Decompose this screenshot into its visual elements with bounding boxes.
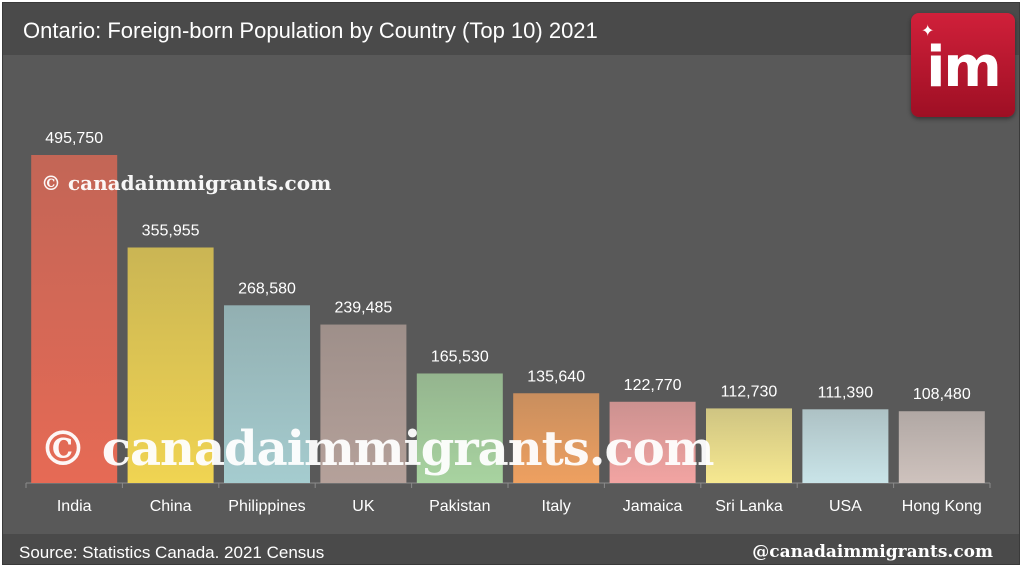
x-tick-label: Jamaica bbox=[623, 498, 683, 515]
x-tick-label: India bbox=[57, 498, 92, 515]
data-label: 111,390 bbox=[818, 384, 874, 401]
data-label: 239,485 bbox=[334, 300, 392, 317]
chart-title: Ontario: Foreign-born Population by Coun… bbox=[23, 18, 598, 43]
maple-leaf-icon: ✦ bbox=[921, 23, 935, 40]
x-tick-label: Philippines bbox=[228, 498, 305, 515]
bar-pakistan bbox=[416, 373, 503, 483]
x-tick-label: China bbox=[150, 498, 192, 515]
bar-uk bbox=[320, 324, 407, 483]
bar-jamaica bbox=[609, 401, 696, 483]
logo-text: im bbox=[926, 35, 1002, 100]
footer-bar: Source: Statistics Canada. 2021 Census @… bbox=[3, 534, 1019, 564]
bar-india bbox=[31, 155, 118, 483]
title-bar: Ontario: Foreign-born Population by Coun… bbox=[3, 3, 1019, 55]
data-label: 112,730 bbox=[721, 383, 778, 400]
source-note: Source: Statistics Canada. 2021 Census bbox=[19, 543, 325, 562]
bar-chart: 495,750 India 355,955 China 268,580 Philippin… bbox=[25, 130, 991, 515]
data-label: 268,580 bbox=[238, 280, 296, 297]
x-tick-label: USA bbox=[829, 498, 862, 515]
bar-hong-kong bbox=[898, 411, 985, 483]
x-tick-label: UK bbox=[352, 498, 375, 515]
data-label: 108,480 bbox=[913, 386, 971, 403]
bar-usa bbox=[802, 409, 889, 483]
bar-china bbox=[127, 247, 214, 483]
brand-logo[interactable]: ✦ im bbox=[911, 13, 1015, 117]
bar-sri-lanka bbox=[706, 408, 792, 483]
data-label: 355,955 bbox=[142, 222, 200, 239]
social-handle[interactable]: @canadaimmigrants.com bbox=[752, 542, 993, 562]
bar-philippines bbox=[224, 305, 310, 483]
data-label: 122,770 bbox=[624, 377, 682, 394]
data-label: 495,750 bbox=[45, 130, 103, 147]
x-tick-label: Hong Kong bbox=[902, 498, 982, 515]
watermark-small: © canadaimmigrants.com bbox=[41, 171, 332, 195]
x-tick-label: Sri Lanka bbox=[715, 498, 783, 515]
x-tick-label: Pakistan bbox=[429, 498, 490, 515]
watermark-large: © canadaimmigrants.com bbox=[39, 421, 715, 477]
data-label: 135,640 bbox=[527, 368, 585, 385]
bar-italy bbox=[513, 393, 600, 483]
x-tick-label: Italy bbox=[542, 498, 571, 515]
data-label: 165,530 bbox=[431, 348, 489, 365]
